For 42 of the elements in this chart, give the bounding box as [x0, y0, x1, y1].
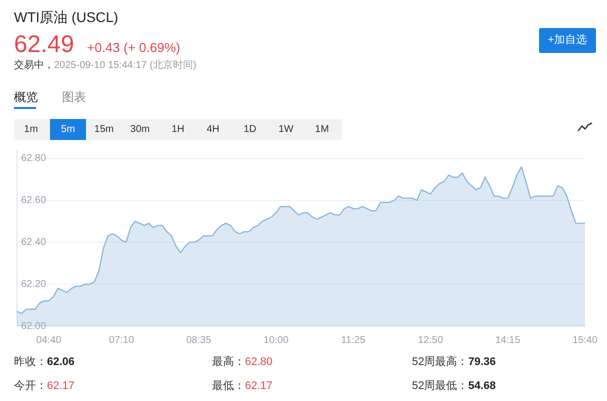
- x-tick-label: 11:25: [341, 334, 366, 346]
- text: 52周最低：: [412, 380, 468, 392]
- add-button: +加自选: [539, 28, 596, 53]
- text: 1H: [172, 124, 184, 135]
- x-tick-label: 08:35: [186, 334, 212, 346]
- y-tick-label: 62.60: [21, 195, 46, 206]
- text: 62.17: [47, 380, 75, 392]
- text: 1D: [244, 124, 256, 135]
- x-tick-label: 04:40: [36, 334, 62, 346]
- y-tick-label: 62.20: [21, 278, 46, 290]
- text: 52周最高：: [412, 356, 468, 368]
- text: 62.49: [14, 31, 74, 58]
- text: 交易中，: [14, 60, 54, 71]
- text: 最低：: [212, 380, 245, 392]
- text: +0.43 (+ 0.69%): [87, 40, 180, 55]
- y-tick-label: 62.40: [21, 236, 46, 248]
- text: 1m: [24, 124, 38, 135]
- text: 图表: [62, 90, 86, 104]
- x-tick-label: 12:50: [418, 334, 444, 346]
- text: 今开：: [14, 380, 47, 392]
- text: 1W: [278, 124, 294, 135]
- selected-button: 5m: [50, 119, 86, 140]
- x-tick-label: 07:10: [108, 334, 134, 346]
- text: 62.80: [245, 356, 273, 368]
- text: 79.36: [468, 356, 496, 368]
- text: 概览: [14, 90, 38, 104]
- x-tick-label: 10:00: [263, 334, 289, 346]
- text: 30m: [130, 124, 150, 135]
- text: 15m: [94, 124, 114, 135]
- text: 1M: [315, 124, 329, 135]
- y-tick-label: 62.00: [21, 320, 46, 332]
- y-tick-label: 62.80: [21, 153, 46, 164]
- chart-title: WTI原油 (USCL): [14, 9, 118, 25]
- text: 62.06: [47, 356, 75, 368]
- text: 昨收：: [14, 356, 47, 368]
- text: 4H: [206, 124, 220, 135]
- text: 2025-09-10 15:44:17 (北京时间): [54, 60, 196, 71]
- text: 最高：: [212, 356, 245, 368]
- x-tick-label: 14:15: [495, 334, 521, 346]
- x-tick-label: 15:40: [572, 334, 598, 346]
- text: 62.17: [245, 380, 273, 392]
- text: 54.68: [468, 380, 496, 392]
